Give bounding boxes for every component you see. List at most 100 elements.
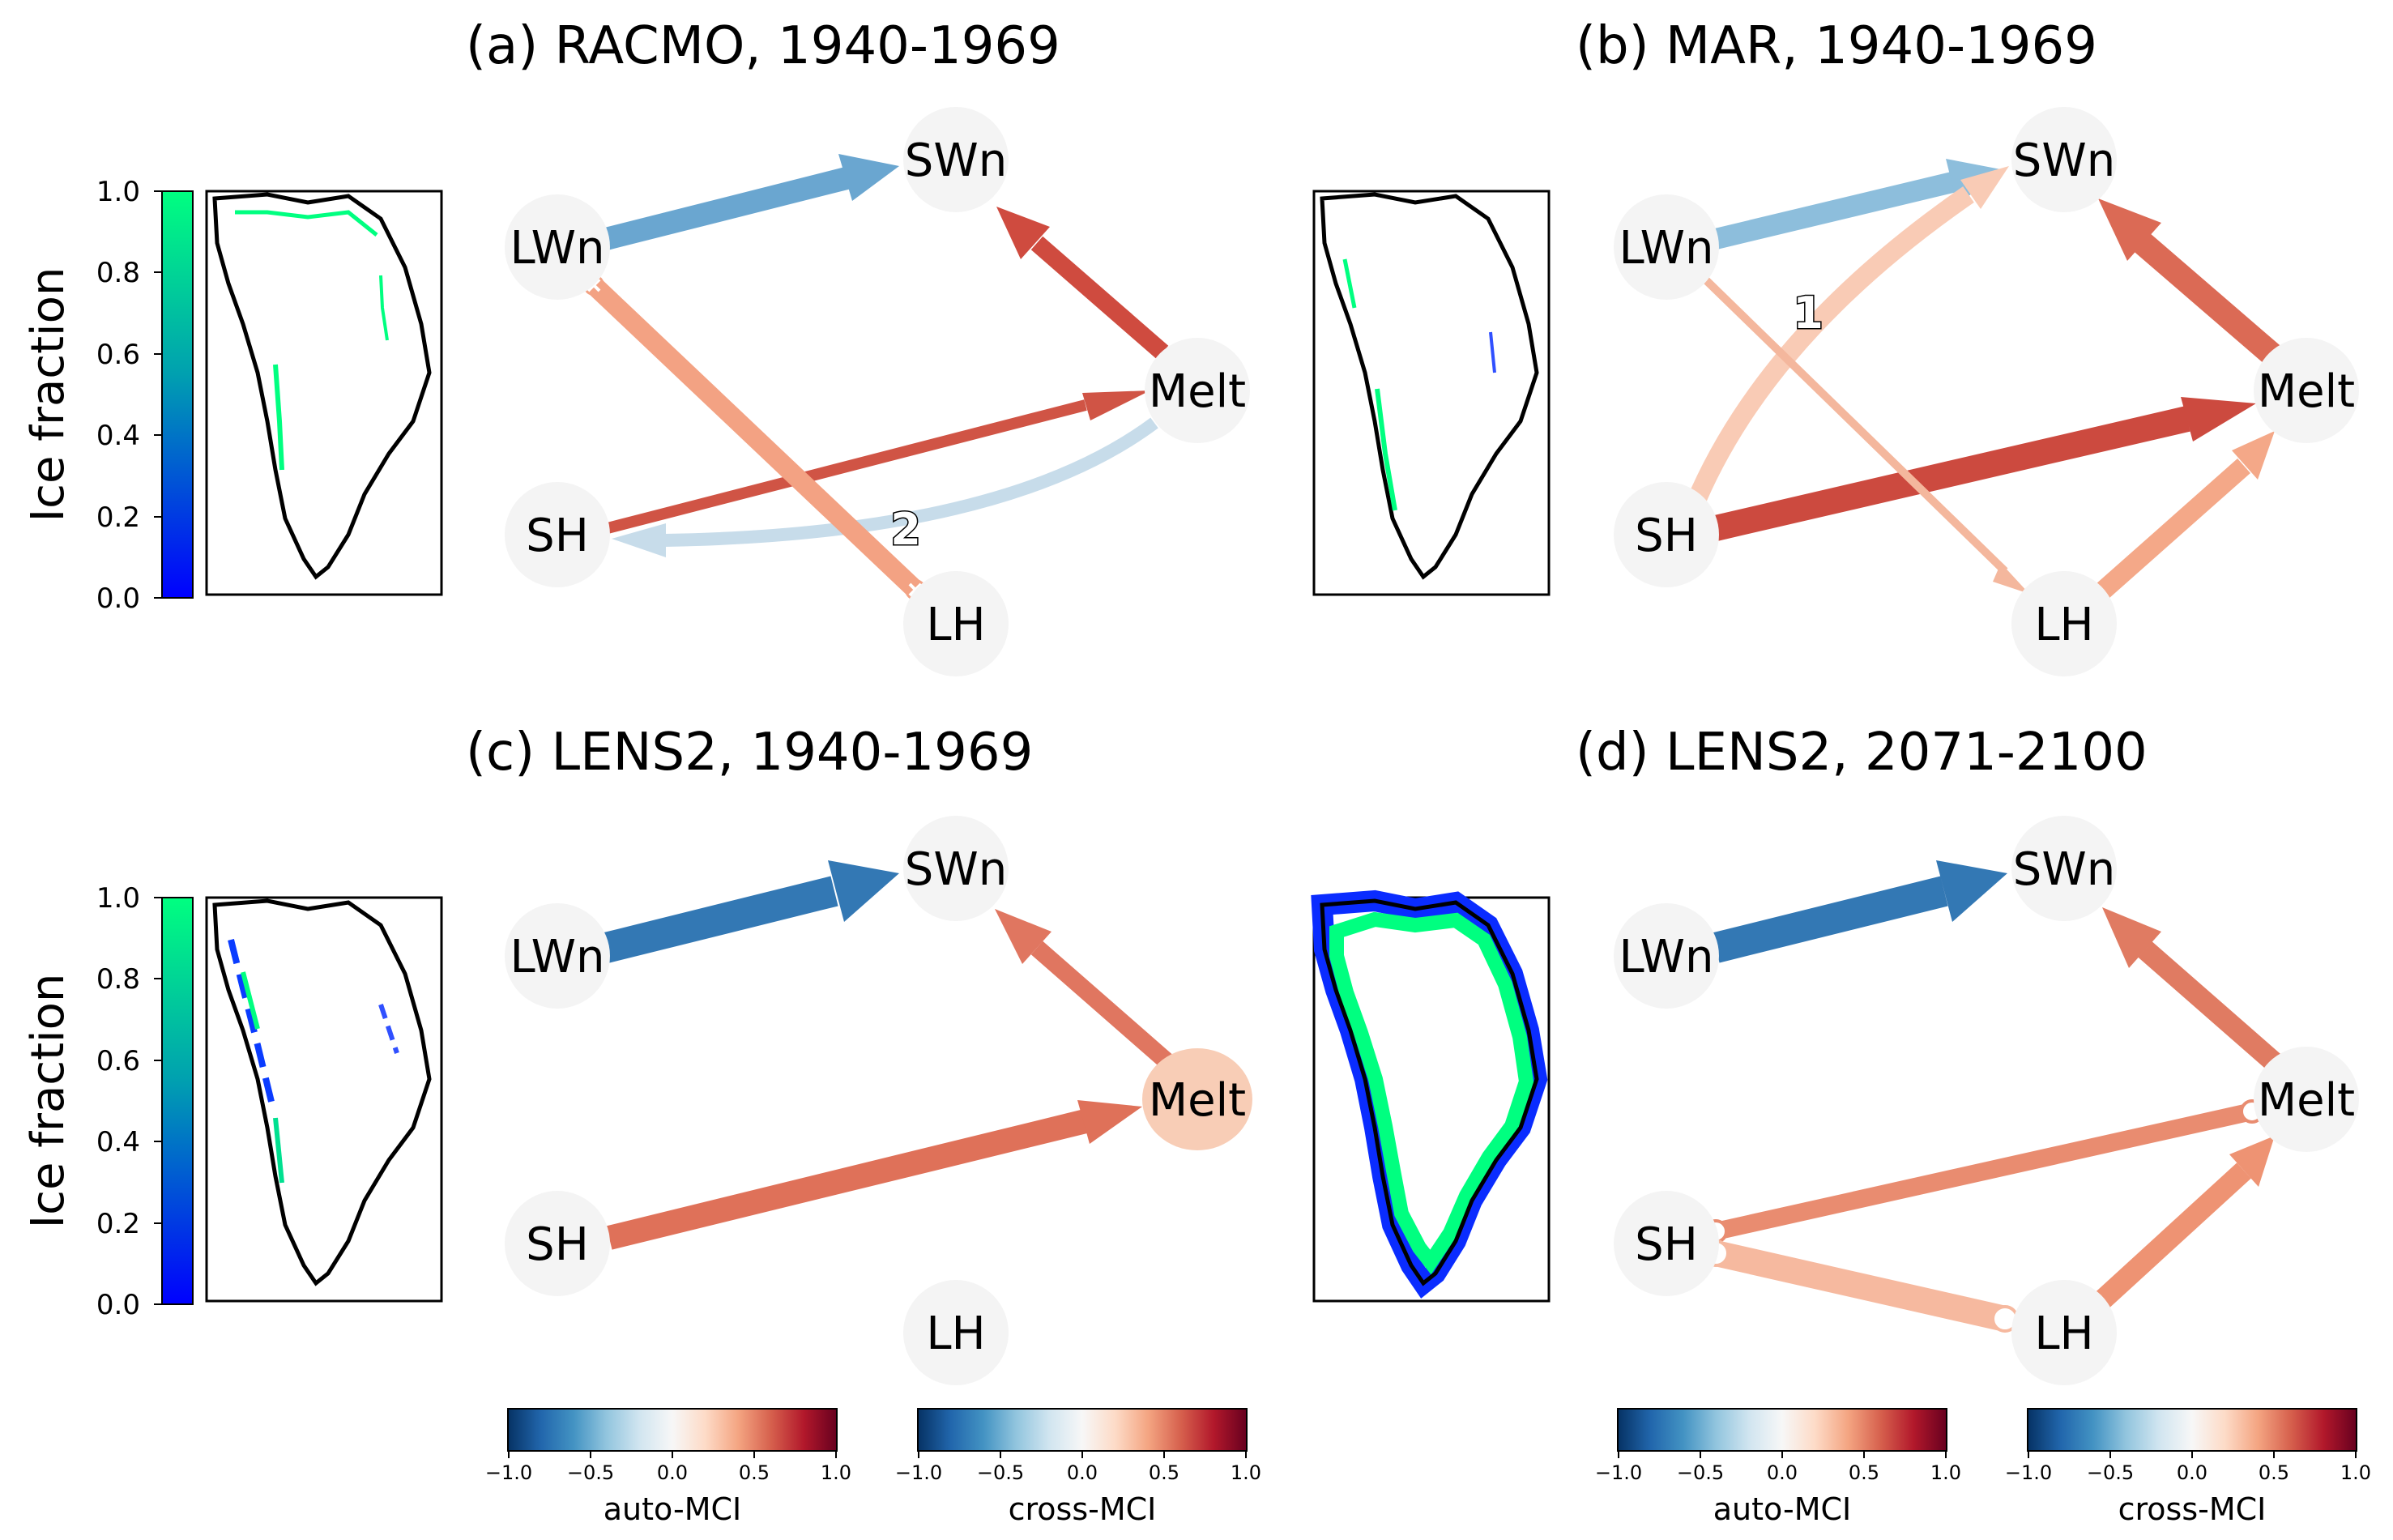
node-sh-label: SH [526, 510, 589, 562]
edge-melt-swn-arrow [2102, 907, 2161, 968]
ice-colorbar-c-label: Ice fraction [22, 974, 75, 1229]
ice-colorbar-c: 0.0 0.2 0.4 0.6 0.8 1.0 Ice fraction [22, 882, 194, 1321]
panel-a-title: (a) RACMO, 1940-1969 [466, 16, 1060, 76]
greenland-map-a [205, 190, 443, 596]
node-melt: Melt [2254, 338, 2359, 443]
auto-mci-colorbar-d: −1.0 −0.5 0.0 0.5 1.0 auto-MCI [1595, 1408, 1961, 1527]
cross-mci-tick: 1.0 [1231, 1461, 1261, 1484]
nodes-a: SWn LWn Melt SH LH [505, 107, 1250, 676]
edge-lh-melt [2096, 459, 2250, 599]
greenland-map-d [1311, 889, 1551, 1303]
node-lwn: LWn [505, 194, 610, 300]
ice-colorbar-c-ticks: 0.0 0.2 0.4 0.6 0.8 1.0 [96, 882, 162, 1321]
edge-sh-melt [606, 399, 1087, 534]
edge-lh-melt-arrow [2229, 1136, 2275, 1187]
auto-mci-colorbar-c: −1.0 −0.5 0.0 0.5 1.0 auto-MCI [485, 1408, 851, 1527]
node-lwn-label: LWn [510, 931, 605, 983]
auto-mci-tick: 0.0 [657, 1461, 688, 1484]
cross-mci-tick: −0.5 [977, 1461, 1024, 1484]
ice-tick: 0.6 [96, 339, 140, 371]
ice-tick: 0.8 [96, 257, 140, 289]
node-lwn-label: LWn [510, 222, 605, 275]
node-sh: SH [1614, 1191, 1719, 1296]
auto-mci-tick: 0.5 [739, 1461, 770, 1484]
cross-mci-label: cross-MCI [2118, 1491, 2267, 1527]
edge-sh-melt [606, 1109, 1089, 1250]
edge-lh-melt-arrow [2232, 431, 2275, 480]
ice-tick: 0.8 [96, 963, 140, 996]
node-lh-label: LH [926, 599, 985, 651]
node-swn: SWn [2011, 107, 2117, 212]
ice-colorbar-c-gradient [161, 897, 194, 1305]
auto-mci-gradient [507, 1408, 838, 1452]
panel-d-title: (d) LENS2, 2071-2100 [1576, 723, 2148, 783]
edge-sh-melt-arrow [2181, 397, 2256, 442]
cross-mci-colorbar-d: −1.0 −0.5 0.0 0.5 1.0 cross-MCI [2005, 1408, 2371, 1527]
panel-d: (d) LENS2, 2071-2100 [1311, 723, 2371, 1527]
node-swn: SWn [903, 107, 1009, 212]
node-swn-label: SWn [905, 134, 1007, 187]
node-lwn-label: LWn [1619, 222, 1714, 275]
cross-mci-label: cross-MCI [1009, 1491, 1157, 1527]
edge-lwn-swn [1712, 876, 1948, 963]
node-lh: LH [2011, 1280, 2117, 1385]
greenland-map-b [1312, 190, 1551, 596]
node-melt: Melt [1145, 338, 1250, 443]
ice-tick: 0.4 [96, 420, 140, 452]
auto-mci-gradient [1617, 1408, 1947, 1452]
node-swn-label: SWn [2013, 134, 2115, 187]
edge-sh-swn-arrow [1960, 166, 2009, 209]
ice-tick: 1.0 [96, 176, 140, 208]
edge-lwn-swn-arrow [838, 154, 899, 201]
ice-colorbar-a-label: Ice fraction [22, 267, 75, 523]
cross-mci-tick: −0.5 [2087, 1461, 2134, 1484]
edge-melt-sh-arrow [612, 523, 666, 557]
cross-mci-tick: 0.5 [2259, 1461, 2289, 1484]
network-a: 2 SWn LWn Melt SH LH [505, 107, 1250, 676]
network-c: SWn LWn Melt SH LH [505, 816, 1252, 1385]
node-sh: SH [505, 482, 610, 587]
network-b: 1 SWn LWn Melt SH LH [1614, 107, 2359, 676]
auto-mci-tick: 0.5 [1849, 1461, 1879, 1484]
edges-c [602, 860, 1173, 1250]
edge-sh-melt [1713, 406, 2190, 541]
auto-mci-tick: −0.5 [1677, 1461, 1724, 1484]
panel-c: (c) LENS2, 1940-1969 0.0 0.2 0.4 0.6 0.8… [22, 723, 1261, 1527]
ice-colorbar-a-ticks: 0.0 0.2 0.4 0.6 0.8 1.0 [96, 176, 162, 615]
node-lh: LH [903, 571, 1009, 676]
edge-lwn-lh [1698, 272, 2008, 574]
cross-mci-tick: 0.5 [1149, 1461, 1179, 1484]
edge-melt-swn [1030, 941, 1173, 1069]
cross-mci-tick: 1.0 [2340, 1461, 2371, 1484]
auto-mci-tick: −1.0 [1595, 1461, 1642, 1484]
auto-mci-tick: −0.5 [567, 1461, 614, 1484]
node-swn: SWn [2011, 816, 2117, 921]
node-lwn-label: LWn [1619, 931, 1714, 983]
edge-sh-melt [1713, 1103, 2254, 1240]
ice-tick: 0.2 [96, 1208, 140, 1240]
edge-lwn-swn [602, 876, 838, 963]
node-lh: LH [2011, 571, 2117, 676]
cross-mci-tick: −1.0 [895, 1461, 942, 1484]
nodes-d: SWn LWn Melt SH LH [1614, 816, 2359, 1385]
cross-mci-tick: −1.0 [2005, 1461, 2052, 1484]
edge-sh-melt-arrow [1082, 390, 1150, 420]
auto-mci-label: auto-MCI [1713, 1491, 1851, 1527]
edge-lag-label: 2 [890, 504, 921, 555]
ice-colorbar-a-gradient [161, 190, 194, 599]
network-d: SWn LWn Melt SH LH [1614, 816, 2359, 1385]
node-swn-label: SWn [2013, 843, 2115, 896]
node-melt-label: Melt [1149, 1074, 1246, 1127]
cross-mci-colorbar-c: −1.0 −0.5 0.0 0.5 1.0 cross-MCI [895, 1408, 1261, 1527]
node-lwn: LWn [505, 903, 610, 1009]
ice-colorbar-a: 0.0 0.2 0.4 0.6 0.8 1.0 Ice fraction [22, 176, 194, 615]
auto-mci-tick: 1.0 [821, 1461, 851, 1484]
edge-melt-swn [2135, 233, 2280, 365]
nodes-b: SWn LWn Melt SH LH [1614, 107, 2359, 676]
edge-melt-swn-arrow [995, 909, 1051, 964]
mci-colorbars-d: −1.0 −0.5 0.0 0.5 1.0 auto-MCI −1.0 −0.5… [1595, 1408, 2371, 1527]
edge-melt-swn-arrow [2098, 198, 2161, 261]
node-sh: SH [505, 1191, 610, 1296]
node-swn-label: SWn [905, 843, 1007, 896]
